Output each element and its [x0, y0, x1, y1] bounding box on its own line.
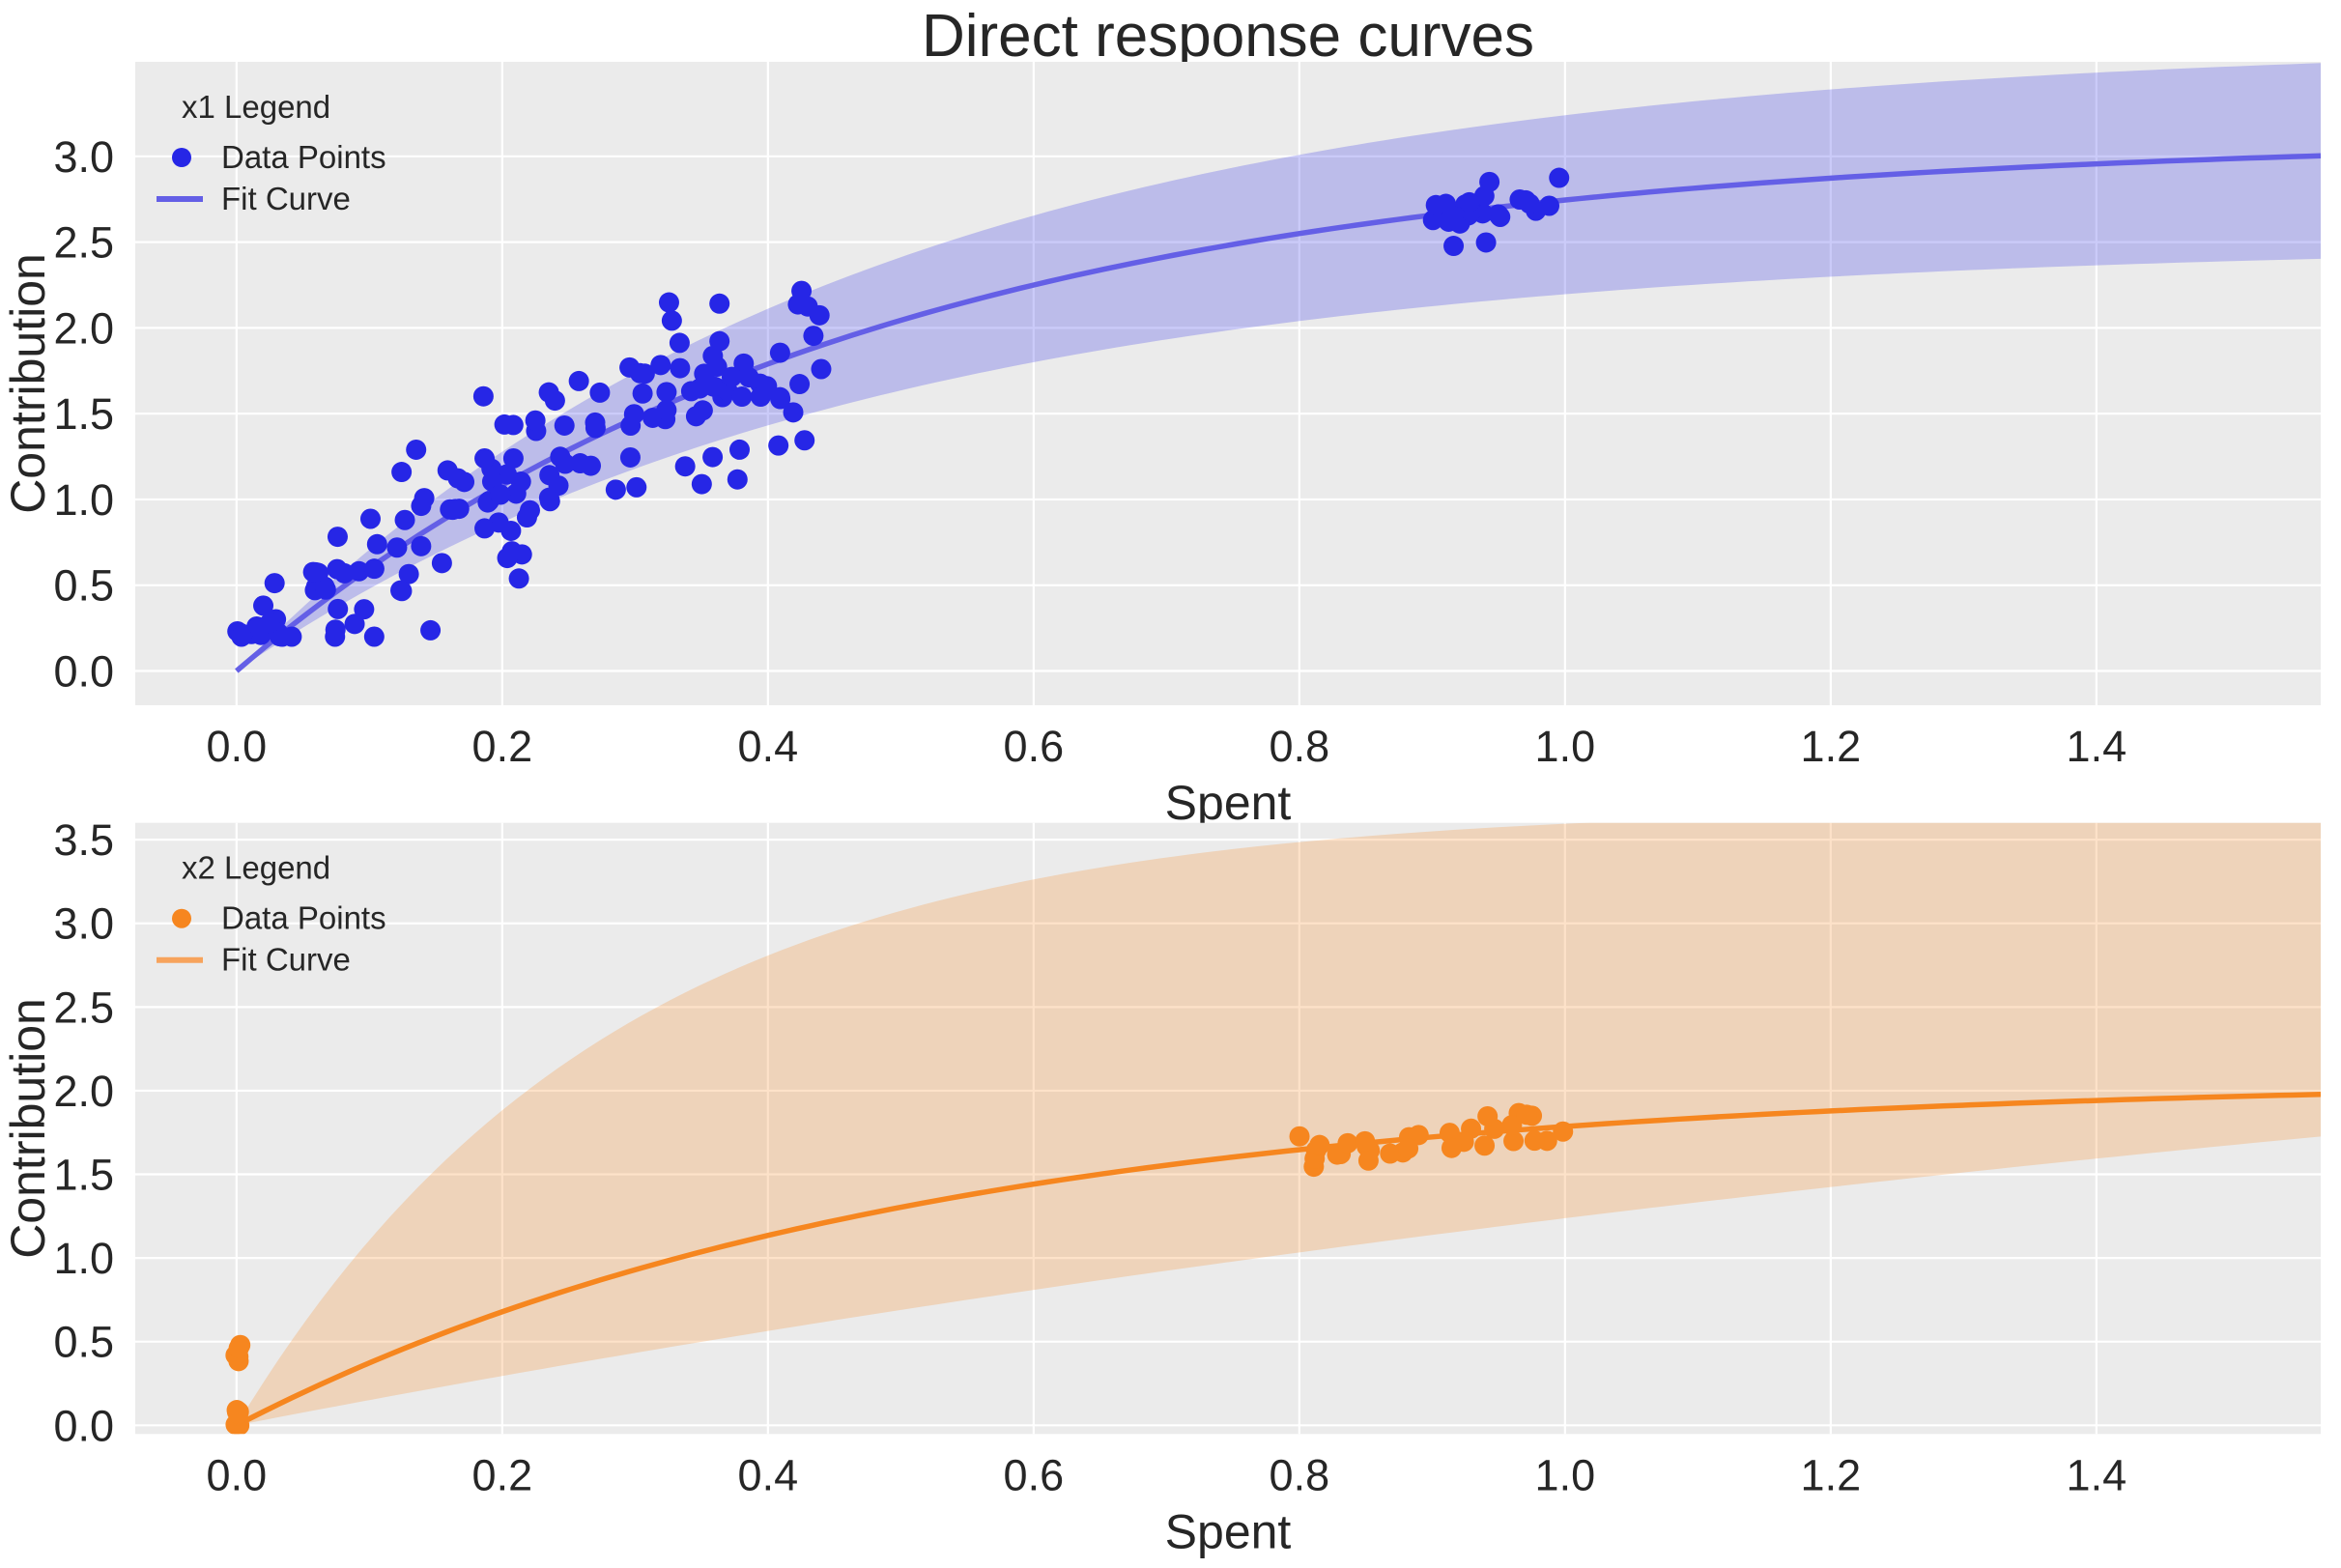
- svg-text:1.0: 1.0: [53, 1234, 114, 1283]
- svg-text:0.0: 0.0: [207, 1450, 268, 1499]
- svg-text:0.6: 0.6: [1004, 722, 1065, 771]
- svg-text:0.8: 0.8: [1270, 1450, 1330, 1499]
- svg-text:1.5: 1.5: [53, 1151, 114, 1200]
- svg-text:2.0: 2.0: [53, 1067, 114, 1116]
- svg-text:1.0: 1.0: [1535, 722, 1596, 771]
- svg-text:0.2: 0.2: [472, 722, 533, 771]
- svg-text:0.6: 0.6: [1004, 1450, 1065, 1499]
- svg-text:Spent: Spent: [1165, 776, 1292, 830]
- svg-text:Fit Curve: Fit Curve: [221, 181, 351, 216]
- svg-text:Fit Curve: Fit Curve: [221, 942, 351, 978]
- svg-text:Spent: Spent: [1165, 1504, 1292, 1558]
- svg-text:x2 Legend: x2 Legend: [182, 850, 330, 886]
- svg-text:1.0: 1.0: [53, 475, 114, 525]
- svg-text:0.5: 0.5: [53, 1318, 114, 1367]
- svg-text:2.5: 2.5: [53, 983, 114, 1032]
- svg-text:Data Points: Data Points: [221, 900, 386, 936]
- svg-text:0.0: 0.0: [207, 722, 268, 771]
- svg-text:0.4: 0.4: [738, 1450, 799, 1499]
- svg-text:0.4: 0.4: [738, 722, 799, 771]
- svg-text:2.0: 2.0: [53, 303, 114, 353]
- svg-text:1.0: 1.0: [1535, 1450, 1596, 1499]
- svg-text:0.8: 0.8: [1270, 722, 1330, 771]
- svg-text:Contribution: Contribution: [1, 253, 55, 514]
- svg-text:Direct response curves: Direct response curves: [922, 3, 1534, 70]
- svg-text:0.0: 0.0: [53, 647, 114, 697]
- svg-text:3.5: 3.5: [53, 815, 114, 865]
- svg-text:0.0: 0.0: [53, 1401, 114, 1450]
- svg-text:1.4: 1.4: [2067, 1450, 2127, 1499]
- svg-text:1.5: 1.5: [53, 389, 114, 439]
- svg-text:0.2: 0.2: [472, 1450, 533, 1499]
- svg-text:x1 Legend: x1 Legend: [182, 89, 330, 125]
- svg-text:3.0: 3.0: [53, 899, 114, 949]
- svg-text:1.4: 1.4: [2067, 722, 2127, 771]
- svg-text:1.2: 1.2: [1801, 722, 1862, 771]
- svg-text:0.5: 0.5: [53, 561, 114, 611]
- svg-text:Contribution: Contribution: [1, 998, 55, 1259]
- svg-text:2.5: 2.5: [53, 218, 114, 268]
- svg-text:3.0: 3.0: [53, 132, 114, 182]
- svg-text:1.2: 1.2: [1801, 1450, 1862, 1499]
- svg-text:Data Points: Data Points: [221, 139, 386, 175]
